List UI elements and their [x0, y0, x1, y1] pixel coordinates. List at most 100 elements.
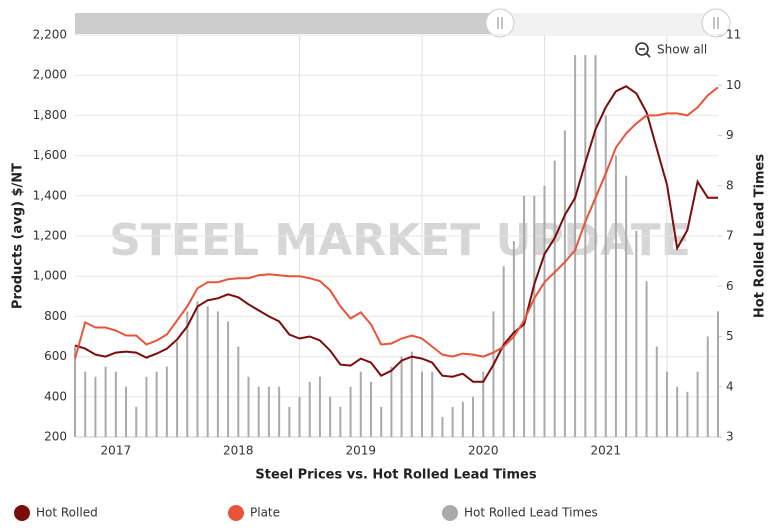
- lead-time-bar: [523, 195, 526, 437]
- handle-grip: [497, 17, 503, 29]
- y2-tick-label: 4: [726, 379, 734, 393]
- lead-time-bar: [717, 311, 719, 437]
- lead-time-bar: [421, 371, 424, 437]
- lead-time-bar: [574, 55, 577, 437]
- y2-tick-label: 3: [726, 430, 734, 444]
- lead-time-bar: [288, 406, 291, 437]
- lead-time-bar: [329, 396, 332, 437]
- legend-item[interactable]: Hot Rolled: [14, 505, 98, 521]
- lead-time-bar: [706, 336, 709, 437]
- reset-button[interactable]: Show all: [635, 42, 707, 58]
- x-tick-label: 2019: [346, 444, 377, 458]
- lead-time-bar: [533, 195, 536, 437]
- handle-grip: [713, 17, 719, 29]
- lead-time-bar: [543, 185, 546, 437]
- lead-time-bar: [359, 371, 362, 437]
- legend-label[interactable]: Plate: [250, 506, 280, 520]
- y-tick-label: 1,400: [33, 188, 67, 202]
- y2-tick-label: 10: [726, 78, 741, 92]
- legend-item[interactable]: Plate: [228, 505, 280, 521]
- lead-time-bar: [431, 371, 434, 437]
- y-tick-label: 1,800: [33, 108, 67, 122]
- lead-time-bar: [104, 366, 107, 437]
- lead-time-bar: [625, 175, 628, 437]
- lead-time-bar: [594, 55, 597, 437]
- watermark: STEEL MARKET UPDATE: [109, 215, 691, 266]
- lead-time-bar: [257, 386, 260, 437]
- lead-time-bar: [176, 341, 179, 437]
- plot: 200 400 600 800 1,000 1,200 1,400 1,600 1,800 2,0…: [33, 28, 742, 458]
- lead-time-bar: [482, 371, 485, 437]
- lead-time-bar: [339, 406, 342, 437]
- lead-time-bar: [614, 155, 617, 437]
- lead-time-bar: [584, 55, 587, 437]
- lead-time-bar: [472, 396, 475, 437]
- lead-time-bar: [676, 386, 679, 437]
- y-tick-label: 400: [44, 389, 67, 403]
- legend-item[interactable]: Hot Rolled Lead Times: [442, 505, 598, 521]
- lead-time-bar: [125, 386, 128, 437]
- lead-time-bar: [492, 311, 495, 437]
- y-tick-label: 2,200: [33, 28, 67, 42]
- lead-time-bar: [696, 371, 699, 437]
- navigator-handle[interactable]: [485, 8, 515, 38]
- lead-time-bar: [686, 391, 689, 437]
- lead-time-bar: [553, 160, 556, 437]
- lead-time-bar: [563, 130, 566, 437]
- y-tick-label: 2,000: [33, 68, 67, 82]
- lead-time-bar: [410, 351, 413, 437]
- lead-time-bar: [165, 366, 168, 437]
- price-line: [74, 86, 719, 359]
- lead-time-bar: [502, 266, 505, 437]
- legend-swatch: [14, 505, 30, 521]
- lead-time-bar: [349, 386, 352, 437]
- lead-time-bar: [237, 346, 240, 437]
- y2-tick-label: 9: [726, 128, 734, 142]
- lead-time-bar: [665, 371, 668, 437]
- legend-swatch: [442, 505, 458, 521]
- lead-time-bar: [655, 346, 658, 437]
- legend-swatch: [228, 505, 244, 521]
- lead-time-bar: [400, 356, 403, 437]
- legend-label[interactable]: Hot Rolled: [36, 506, 98, 520]
- lead-time-bar: [604, 115, 607, 438]
- reset-label[interactable]: Show all: [657, 43, 707, 57]
- y2-tick-label: 5: [726, 329, 734, 343]
- lead-time-bar: [186, 311, 189, 437]
- lead-time-bar: [369, 381, 372, 437]
- y-tick-label: 1,200: [33, 229, 67, 243]
- zoom-icon: [639, 48, 651, 58]
- lead-time-bar: [145, 376, 148, 437]
- lead-time-bar: [94, 376, 97, 437]
- lead-time-bar: [441, 416, 444, 437]
- lead-time-bar: [308, 381, 311, 437]
- y-tick-label: 800: [44, 309, 67, 323]
- y-tick-label: 1,000: [33, 269, 67, 283]
- lead-time-bar: [390, 366, 393, 437]
- y2-tick-label: 6: [726, 279, 734, 293]
- navigator-handle[interactable]: [701, 8, 731, 38]
- zoom-icon: [635, 42, 649, 56]
- lead-time-bar: [196, 301, 199, 437]
- lead-time-bar: [74, 346, 76, 437]
- lead-time-bar: [114, 371, 117, 437]
- lead-time-bar: [267, 386, 270, 437]
- x-axis-title: Steel Prices vs. Hot Rolled Lead Times: [255, 468, 536, 483]
- legend-label[interactable]: Hot Rolled Lead Times: [464, 506, 598, 520]
- y-tick-label: 1,600: [33, 148, 67, 162]
- x-tick-label: 2017: [101, 444, 132, 458]
- lead-time-bar: [278, 386, 281, 437]
- lead-time-bar: [84, 371, 87, 437]
- y2-tick-label: 8: [726, 178, 734, 192]
- navigator-range[interactable]: [75, 13, 500, 34]
- y2-tick-label: 11: [726, 28, 741, 42]
- lead-time-bar: [380, 406, 383, 437]
- lead-time-bar: [635, 230, 638, 437]
- lead-time-bar: [247, 376, 250, 437]
- lead-time-bar: [461, 401, 464, 437]
- y-tick-label: 600: [44, 349, 67, 363]
- lead-time-bar: [155, 371, 158, 437]
- lead-time-bar: [206, 306, 209, 437]
